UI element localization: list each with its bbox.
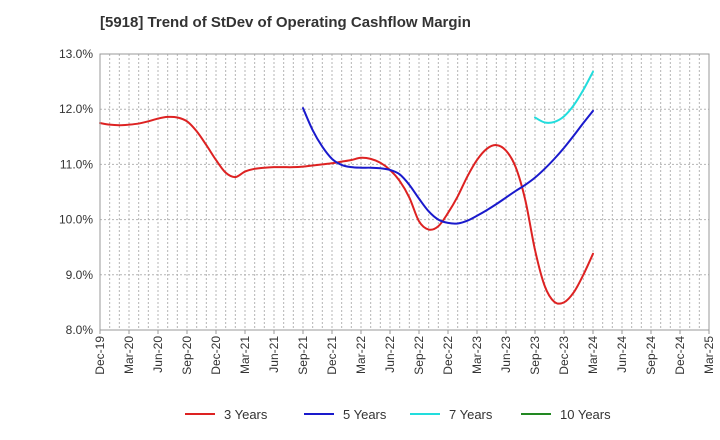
x-tick-label: Jun-24 xyxy=(615,336,629,373)
plot-border xyxy=(99,53,710,331)
x-tick-label: Dec-21 xyxy=(325,336,339,375)
x-tick-label: Dec-24 xyxy=(673,336,687,375)
x-tick-label: Jun-22 xyxy=(383,336,397,373)
y-tick-label: 12.0% xyxy=(59,102,93,116)
x-tick-label: Mar-23 xyxy=(470,336,484,374)
y-tick-label: 8.0% xyxy=(66,323,94,337)
x-axis-ticks: Dec-19 Mar-20 Jun-20 Sep-20 Dec-20 Mar-21 Jun-… xyxy=(93,330,716,375)
chart-title: [5918] Trend of StDev of Operating Cashf… xyxy=(100,14,471,31)
y-tick-label: 13.0% xyxy=(59,47,93,61)
x-tick-label: Sep-23 xyxy=(528,336,542,375)
x-tick-label: Mar-25 xyxy=(702,336,716,374)
series-line-5-years xyxy=(302,107,594,225)
y-tick-label: 11.0% xyxy=(60,157,93,171)
legend: 3 Years 5 Years 7 Years 10 Years xyxy=(185,407,611,422)
x-tick-label: Dec-20 xyxy=(209,336,223,375)
plot-area xyxy=(100,54,709,330)
legend-label: 7 Years xyxy=(449,407,493,422)
series-lines xyxy=(99,70,594,305)
x-tick-label: Mar-21 xyxy=(238,336,252,374)
x-tick-label: Dec-22 xyxy=(441,336,455,375)
x-tick-label: Dec-23 xyxy=(557,336,571,375)
legend-label: 10 Years xyxy=(560,407,611,422)
grid-lines xyxy=(100,53,709,331)
x-tick-label: Sep-22 xyxy=(412,336,426,375)
x-tick-label: Sep-24 xyxy=(644,336,658,375)
x-tick-label: Sep-20 xyxy=(180,336,194,375)
x-tick-label: Jun-23 xyxy=(499,336,513,373)
x-tick-label: Sep-21 xyxy=(296,336,310,375)
x-tick-label: Jun-21 xyxy=(267,336,281,373)
legend-label: 5 Years xyxy=(343,407,387,422)
y-tick-label: 9.0% xyxy=(66,268,94,282)
y-axis-ticks: 8.0% 9.0% 10.0% 11.0% 12.0% 13.0% xyxy=(59,47,93,337)
x-tick-label: Mar-20 xyxy=(122,336,136,374)
legend-label: 3 Years xyxy=(224,407,268,422)
x-tick-label: Jun-20 xyxy=(151,336,165,373)
x-tick-label: Dec-19 xyxy=(93,336,107,375)
x-tick-label: Mar-22 xyxy=(354,336,368,374)
series-line-7-years xyxy=(534,70,594,124)
series-line-3-years xyxy=(99,115,594,305)
y-tick-label: 10.0% xyxy=(59,213,93,227)
x-tick-label: Mar-24 xyxy=(586,336,600,374)
